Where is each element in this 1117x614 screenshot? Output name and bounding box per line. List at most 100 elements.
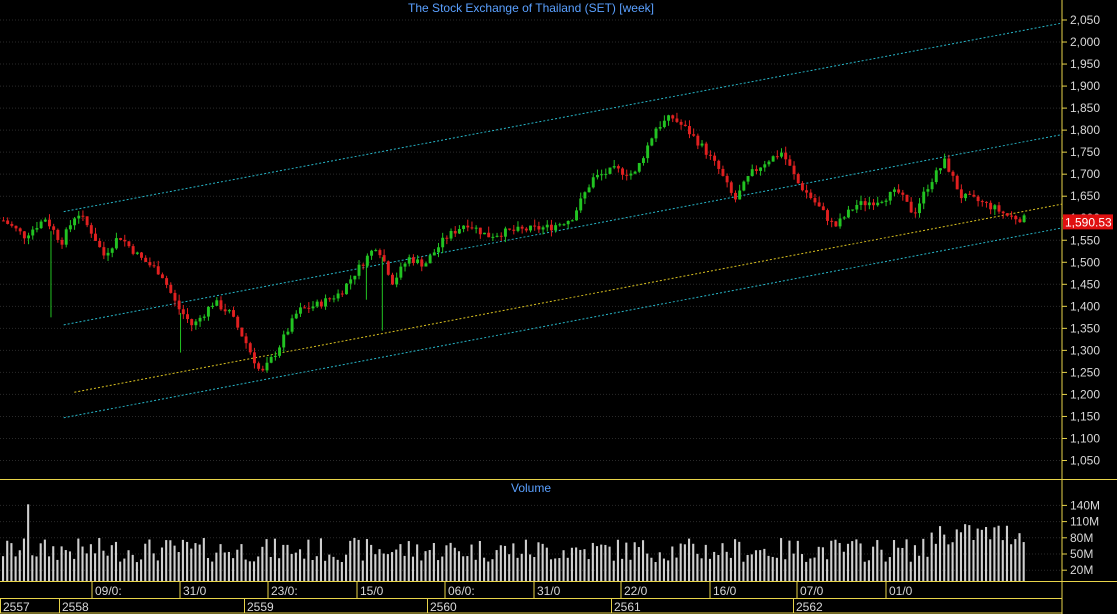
volume-bar <box>780 538 783 581</box>
volume-bar <box>31 555 34 581</box>
candle-body <box>391 274 394 285</box>
candle-body <box>18 228 22 232</box>
volume-tick-label: 20M <box>1070 563 1093 577</box>
volume-bar <box>725 551 728 581</box>
volume-bar <box>470 544 473 581</box>
volume-bar <box>298 549 302 581</box>
volume-bar <box>432 542 435 581</box>
volume-bar <box>763 548 766 581</box>
candle-body <box>880 201 884 203</box>
candle-body <box>905 194 909 202</box>
volume-bar <box>775 557 778 581</box>
candle-body <box>767 161 771 165</box>
volume-bar <box>240 544 243 581</box>
candle-body <box>683 124 687 127</box>
date-label: 23/0: <box>271 584 298 598</box>
candle-body <box>930 182 934 190</box>
price-tick-label: 1,150 <box>1070 409 1100 423</box>
volume-bar <box>713 551 716 581</box>
volume-bar <box>913 545 916 581</box>
candle-body <box>1001 211 1005 214</box>
volume-bar <box>123 558 126 581</box>
volume-bar <box>754 550 758 581</box>
volume-bar <box>700 558 703 581</box>
date-label: 09/0: <box>95 584 122 598</box>
volume-bars <box>2 504 1025 581</box>
candle-body <box>215 300 219 306</box>
volume-bar <box>411 556 415 581</box>
price-tick-label: 2,050 <box>1070 13 1100 27</box>
volume-bar <box>1014 539 1017 581</box>
candle-body <box>466 225 470 228</box>
volume-bar <box>219 544 222 581</box>
candle-body <box>796 174 800 184</box>
volume-bar <box>583 549 586 581</box>
date-label: 22/0 <box>624 584 648 598</box>
volume-bar <box>386 554 389 581</box>
volume-bar <box>81 546 84 581</box>
candle-body <box>85 216 89 226</box>
candle-body <box>646 145 650 159</box>
volume-bar <box>805 561 808 581</box>
volume-bar <box>771 556 774 581</box>
volume-bar <box>290 553 293 581</box>
candle-body <box>600 174 604 176</box>
candle-body <box>223 309 227 312</box>
candle-body <box>48 219 51 227</box>
volume-bar <box>114 541 118 581</box>
candle-body <box>834 221 838 227</box>
volume-bar <box>625 542 628 581</box>
candle-body <box>244 336 248 344</box>
candle-body <box>177 300 181 310</box>
candle-body <box>587 187 591 193</box>
candle-body <box>462 225 466 230</box>
candle-body <box>169 284 173 293</box>
volume-bar <box>696 553 699 581</box>
candle-body <box>240 327 244 337</box>
volume-bar <box>813 557 816 581</box>
candle-body <box>508 228 512 230</box>
volume-bar <box>2 556 5 581</box>
volume-bar <box>60 546 63 581</box>
volume-bar <box>570 547 573 581</box>
volume-bar <box>784 559 787 581</box>
candle-body <box>524 228 528 231</box>
candle-body <box>533 225 537 227</box>
volume-bar <box>190 548 193 581</box>
volume-bar <box>934 543 937 581</box>
candle-body <box>1014 215 1018 220</box>
candle-body <box>89 225 93 234</box>
candle-body <box>633 171 637 174</box>
volume-bar <box>94 553 97 581</box>
candle-body <box>545 224 549 228</box>
candle-body <box>662 120 666 128</box>
candle-body <box>625 174 629 176</box>
volume-bar <box>964 524 967 581</box>
volume-bar <box>106 555 109 581</box>
price-tick-label: 1,500 <box>1070 255 1100 269</box>
volume-bar <box>1010 544 1013 581</box>
candle-body <box>934 170 938 183</box>
candle-body <box>56 229 60 240</box>
volume-bar <box>968 525 971 581</box>
candle-body <box>186 314 189 320</box>
candle-body <box>788 159 792 166</box>
candle-body <box>399 266 403 278</box>
volume-bar <box>324 560 327 581</box>
candle-body <box>583 192 587 199</box>
candle-body <box>746 176 750 182</box>
candle-body <box>474 227 478 229</box>
last-price-tag: 1,590.53 <box>1063 214 1113 230</box>
candle-body <box>591 177 595 188</box>
candle-body <box>654 128 658 139</box>
candle-body <box>257 363 261 369</box>
price-tick-label: 1,350 <box>1070 321 1100 335</box>
volume-tick-label: 110M <box>1070 515 1099 529</box>
volume-bar <box>403 555 406 581</box>
volume-bar <box>365 539 369 581</box>
candle-body <box>478 227 482 235</box>
candle-body <box>838 218 842 227</box>
candle-body <box>98 240 102 248</box>
date-label: 31/0 <box>537 584 561 598</box>
